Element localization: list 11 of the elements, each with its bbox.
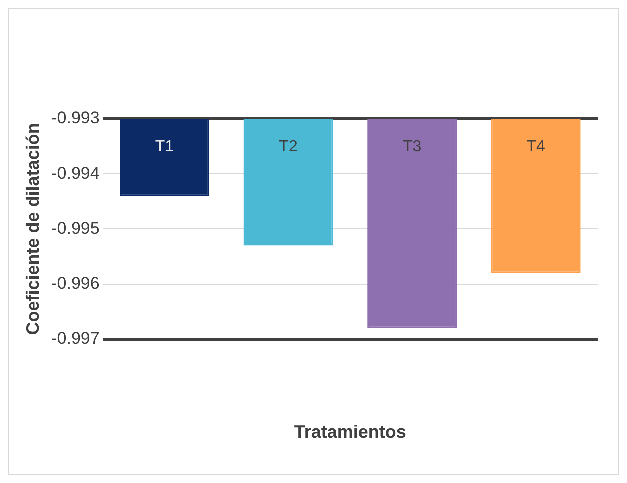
x-tick-label: T3: [402, 138, 422, 156]
x-tick-label: T2: [279, 138, 298, 156]
x-axis-title: Tratamientos: [294, 422, 406, 442]
x-tick-label: T1: [155, 138, 174, 156]
x-tick-label: T4: [526, 138, 546, 156]
y-tick-label: -0.994: [52, 164, 100, 183]
y-tick-label: -0.996: [52, 274, 100, 293]
y-axis-title: Coeficiente de dilatación: [22, 123, 43, 336]
y-tick-label: -0.993: [52, 108, 100, 128]
y-tick-label: -0.997: [52, 329, 100, 348]
y-tick-label: -0.995: [52, 218, 100, 238]
